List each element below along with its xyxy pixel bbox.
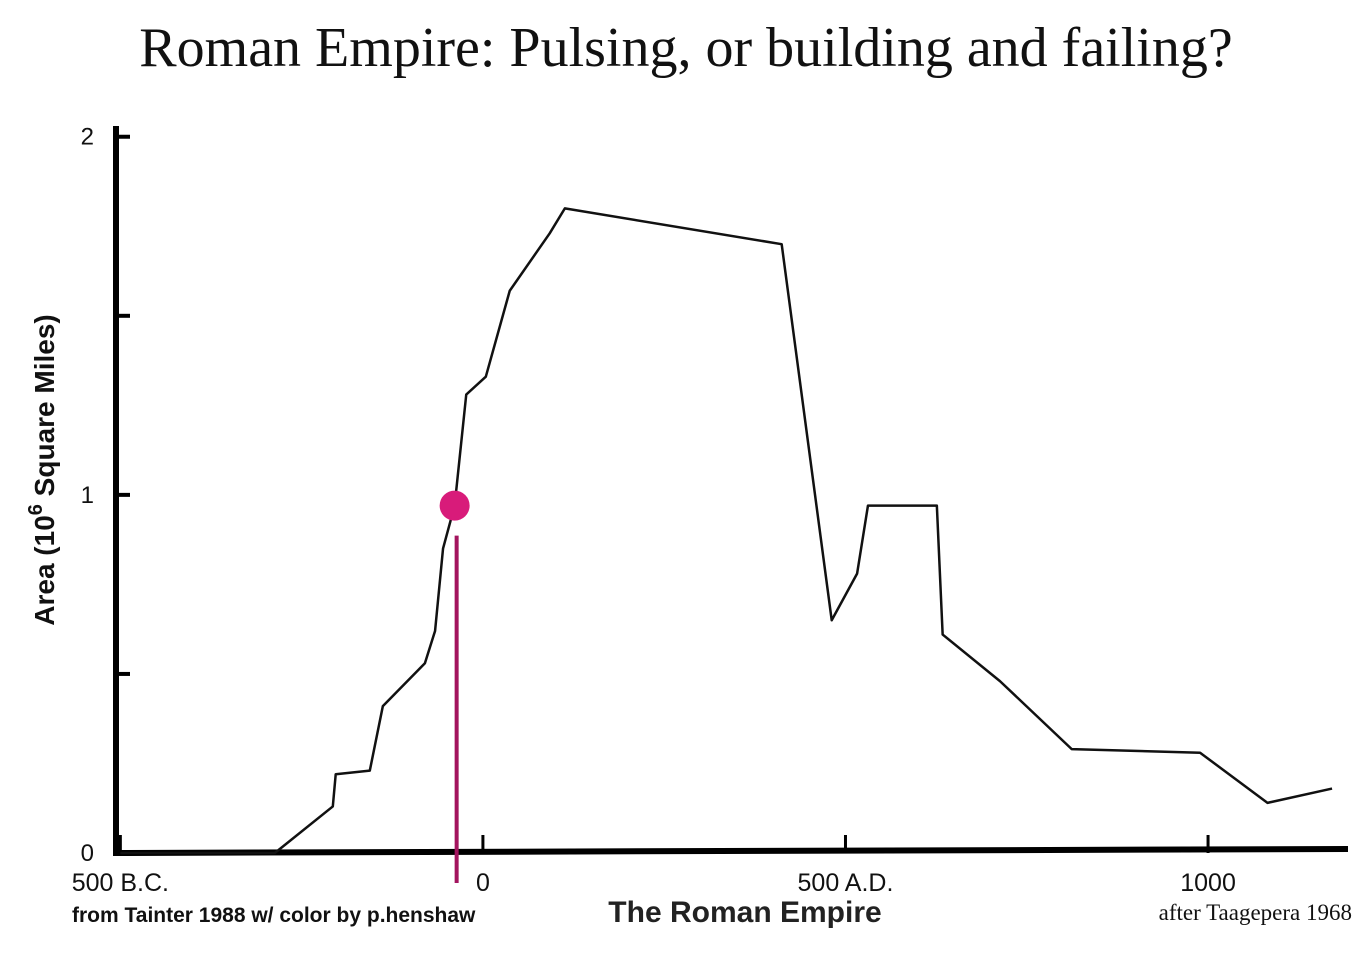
x-tick-label: 500 B.C. xyxy=(72,869,169,897)
y-label-sup: 6 xyxy=(25,504,47,515)
y-tick-label: 1 xyxy=(81,482,94,509)
x-axis xyxy=(112,846,1349,856)
x-tick-label: 0 xyxy=(476,869,490,897)
y-label-end: Square Miles) xyxy=(29,314,60,504)
y-tick-label: 2 xyxy=(81,124,94,151)
x-tick-label: 1000 xyxy=(1180,869,1236,897)
series-line xyxy=(120,207,1333,855)
source-left: from Tainter 1988 w/ color by p.henshaw xyxy=(72,904,476,927)
y-axis-label: Area (106 Square Miles) xyxy=(25,314,60,625)
x-tick-label: 500 A.D. xyxy=(798,869,894,897)
chart-title: Roman Empire: Pulsing, or building and f… xyxy=(139,17,1232,79)
source-right: after Taagepera 1968 xyxy=(1159,900,1352,925)
highlight-point xyxy=(439,490,470,521)
y-label-text: Area (10 xyxy=(29,515,60,626)
x-axis-label: The Roman Empire xyxy=(608,896,881,929)
y-tick-label: 0 xyxy=(81,840,94,867)
